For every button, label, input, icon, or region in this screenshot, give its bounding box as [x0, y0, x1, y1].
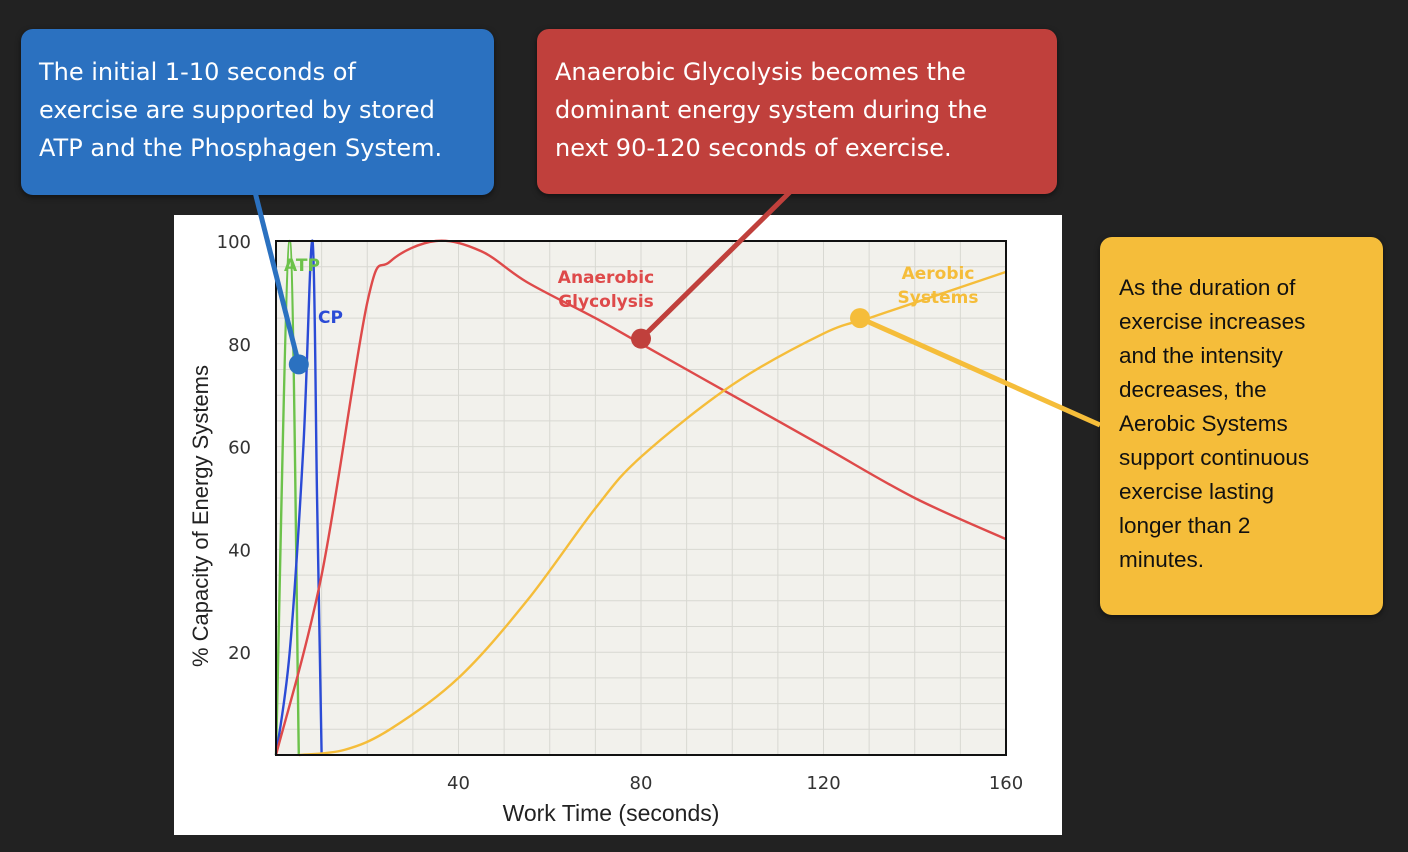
series-line-cp — [274, 239, 323, 756]
x-tick-label: 40 — [447, 773, 470, 794]
phosphagen-callout-text: The initial 1-10 seconds of exercise are… — [39, 58, 443, 162]
energy-systems-chart: 40 80 120 160 20 40 60 80 100 Work Time (seconds)… — [188, 232, 1023, 826]
glycolysis-callout-text: Anaerobic Glycolysis becomes the dominan… — [555, 58, 988, 162]
y-tick-label: 100 — [217, 232, 251, 253]
x-axis-label: Work Time (seconds) — [503, 800, 720, 826]
y-tick-label: 20 — [228, 643, 251, 664]
y-tick-label: 80 — [228, 335, 251, 356]
series-line-anaerobic-glycolysis — [274, 239, 1007, 756]
y-tick-label: 60 — [228, 438, 251, 459]
y-tick-label: 40 — [228, 540, 251, 561]
series-annotation: ATP — [284, 256, 320, 276]
series-annotation: Glycolysis — [558, 292, 654, 312]
x-tick-label: 80 — [630, 773, 653, 794]
phosphagen-callout: The initial 1-10 seconds of exercise are… — [21, 29, 494, 195]
aerobic-callout-text: As the duration of exercise increases an… — [1119, 275, 1310, 572]
aerobic-callout: As the duration of exercise increases an… — [1100, 237, 1383, 615]
series-annotation: CP — [318, 308, 343, 328]
series-annotation: Anaerobic — [558, 268, 654, 288]
series-annotation: Aerobic — [902, 264, 975, 284]
chart-card: 40 80 120 160 20 40 60 80 100 Work Time (seconds)… — [174, 215, 1062, 835]
x-tick-label: 120 — [806, 773, 840, 794]
x-tick-label: 160 — [989, 773, 1023, 794]
glycolysis-callout: Anaerobic Glycolysis becomes the dominan… — [537, 29, 1057, 194]
y-axis-label: % Capacity of Energy Systems — [188, 365, 213, 667]
series-annotation: Systems — [898, 288, 979, 308]
